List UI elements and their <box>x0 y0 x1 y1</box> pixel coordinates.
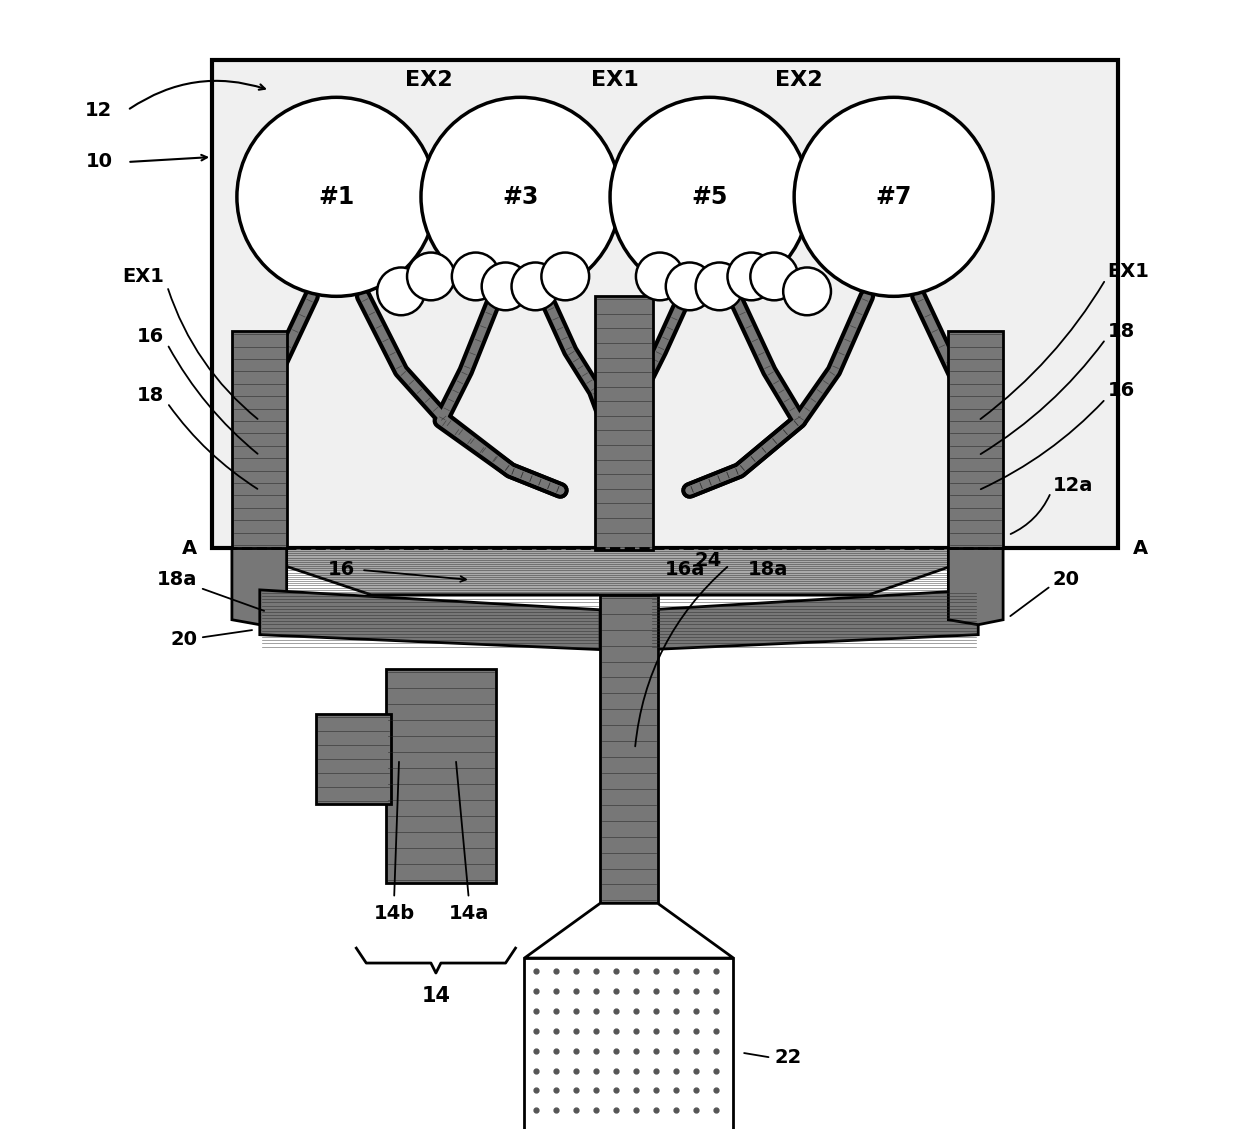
Text: #5: #5 <box>692 185 728 208</box>
Text: #7: #7 <box>875 185 911 208</box>
Polygon shape <box>949 548 1003 625</box>
Text: 18: 18 <box>136 386 164 405</box>
Circle shape <box>794 97 993 297</box>
Circle shape <box>784 267 831 315</box>
Text: 22: 22 <box>774 1048 801 1067</box>
Text: 12a: 12a <box>1053 475 1094 495</box>
Circle shape <box>728 252 775 300</box>
Circle shape <box>481 263 529 310</box>
Text: EX2: EX2 <box>405 70 453 91</box>
Circle shape <box>696 263 744 310</box>
Polygon shape <box>259 590 600 650</box>
Text: 14b: 14b <box>373 903 414 923</box>
Text: 16a: 16a <box>665 560 706 580</box>
Polygon shape <box>525 903 733 958</box>
Text: EX2: EX2 <box>775 70 823 91</box>
Text: 10: 10 <box>86 153 113 171</box>
Bar <box>386 669 496 883</box>
Circle shape <box>542 252 589 300</box>
Text: 20: 20 <box>1053 571 1080 590</box>
Text: A: A <box>182 539 197 558</box>
Circle shape <box>377 267 425 315</box>
Text: 16: 16 <box>136 327 164 345</box>
Text: #1: #1 <box>319 185 355 208</box>
Text: EX1: EX1 <box>123 267 164 286</box>
Bar <box>949 332 1003 548</box>
Text: #3: #3 <box>502 185 538 208</box>
Circle shape <box>407 252 455 300</box>
Text: 14: 14 <box>422 986 450 1006</box>
Circle shape <box>237 97 436 297</box>
Text: 16: 16 <box>1107 381 1135 401</box>
Text: EX1: EX1 <box>591 70 639 91</box>
Text: 18: 18 <box>1107 321 1135 341</box>
Circle shape <box>512 263 559 310</box>
Text: 24: 24 <box>694 550 722 569</box>
Bar <box>212 60 1117 548</box>
Circle shape <box>750 252 799 300</box>
Polygon shape <box>232 548 1003 594</box>
Text: A: A <box>1132 539 1147 558</box>
Bar <box>595 297 652 550</box>
Polygon shape <box>232 548 286 625</box>
Bar <box>316 714 391 804</box>
Text: 12: 12 <box>86 101 113 120</box>
Circle shape <box>666 263 713 310</box>
Text: 14a: 14a <box>449 903 489 923</box>
Text: 16: 16 <box>327 560 355 580</box>
Circle shape <box>636 252 683 300</box>
Circle shape <box>451 252 500 300</box>
Circle shape <box>422 97 620 297</box>
Bar <box>232 332 286 548</box>
Text: 18a: 18a <box>748 560 787 580</box>
Circle shape <box>610 97 808 297</box>
Bar <box>525 958 733 1132</box>
Polygon shape <box>650 590 978 650</box>
Text: EX1: EX1 <box>1107 261 1149 281</box>
Text: 20: 20 <box>170 631 197 649</box>
Text: 18a: 18a <box>156 571 197 590</box>
Bar <box>600 594 657 903</box>
